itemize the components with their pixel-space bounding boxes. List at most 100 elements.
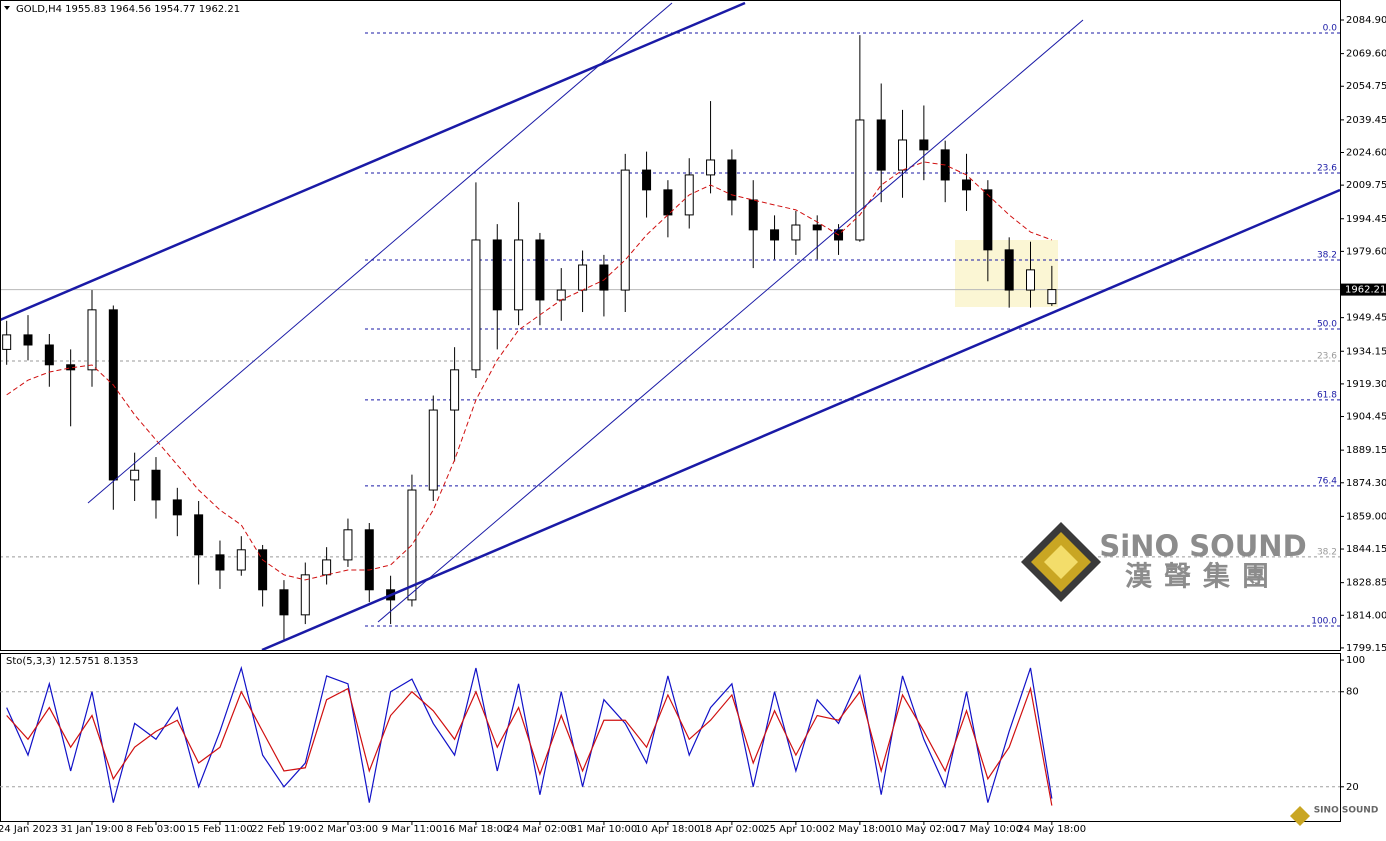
y-tick-label: 20 bbox=[1346, 782, 1359, 793]
candle-body bbox=[151, 469, 161, 501]
x-tick-label: 24 May 18:00 bbox=[1018, 824, 1087, 835]
candle-body bbox=[450, 369, 460, 411]
y-tick-label: 2009.75 bbox=[1346, 180, 1386, 191]
y-tick-label: 1994.45 bbox=[1346, 214, 1386, 225]
y-tick-label: 1814.00 bbox=[1346, 610, 1386, 621]
candle-body bbox=[578, 264, 588, 291]
y-tick-label: 1934.15 bbox=[1346, 346, 1386, 357]
fib-label: 76.4 bbox=[1317, 476, 1337, 486]
y-tick-label: 2039.45 bbox=[1346, 115, 1386, 126]
footer-logo: SINO SOUND bbox=[1314, 806, 1379, 816]
main-frame bbox=[0, 0, 1341, 651]
candle-body bbox=[812, 224, 822, 231]
x-tick-label: 16 Mar 18:00 bbox=[443, 824, 510, 835]
y-tick-label: 1979.60 bbox=[1346, 246, 1386, 257]
x-tick-label: 15 Feb 11:00 bbox=[187, 824, 253, 835]
candle-body bbox=[194, 514, 204, 556]
fib-label: 38.2 bbox=[1317, 547, 1337, 557]
candle-body bbox=[130, 469, 140, 481]
candle-body bbox=[919, 139, 929, 151]
fib-label: 100.0 bbox=[1311, 617, 1337, 627]
candle-body bbox=[983, 189, 993, 251]
logo-inner bbox=[1044, 545, 1078, 579]
channel-line bbox=[377, 19, 1084, 623]
fib-label: 23.6 bbox=[1317, 163, 1337, 173]
y-tick-label: 80 bbox=[1346, 687, 1359, 698]
candle-body bbox=[748, 199, 758, 231]
candle-body bbox=[898, 139, 908, 171]
x-tick-label: 2 May 18:00 bbox=[829, 824, 891, 835]
footer-logo-mark bbox=[1290, 806, 1310, 826]
fib-label: 61.8 bbox=[1317, 390, 1337, 400]
candle-body bbox=[876, 119, 886, 171]
x-tick-label: 24 Jan 2023 bbox=[0, 824, 58, 835]
x-tick-label: 8 Feb 03:00 bbox=[126, 824, 185, 835]
y-tick-label: 1919.30 bbox=[1346, 379, 1386, 390]
candle-body bbox=[364, 529, 374, 591]
candle-body bbox=[2, 334, 12, 350]
current-price-label: 1962.21 bbox=[1345, 285, 1386, 296]
x-tick-label: 2 Mar 03:00 bbox=[318, 824, 378, 835]
candle-body bbox=[300, 574, 310, 616]
candle-body bbox=[535, 239, 545, 301]
fib-label: 23.6 bbox=[1317, 352, 1337, 362]
x-tick-label: 18 Apr 02:00 bbox=[699, 824, 764, 835]
x-tick-label: 24 Mar 02:00 bbox=[507, 824, 574, 835]
fib-label: 50.0 bbox=[1317, 319, 1337, 329]
y-tick-label: 1949.45 bbox=[1346, 313, 1386, 324]
candle-body bbox=[23, 334, 33, 346]
y-tick-label: 100 bbox=[1346, 655, 1365, 666]
candle-body bbox=[492, 239, 502, 311]
candle-body bbox=[855, 119, 865, 241]
y-tick-label: 1799.15 bbox=[1346, 643, 1386, 654]
candle-body bbox=[471, 239, 481, 371]
x-tick-label: 31 Jan 19:00 bbox=[60, 824, 123, 835]
y-tick-label: 2084.90 bbox=[1346, 15, 1386, 26]
candle-body bbox=[1026, 269, 1036, 291]
current-price-box bbox=[1341, 283, 1386, 296]
candle-body bbox=[962, 179, 972, 191]
candle-body bbox=[236, 549, 246, 571]
trend-line bbox=[0, 1, 746, 322]
y-tick-label: 2024.60 bbox=[1346, 148, 1386, 159]
y-tick-label: 1904.45 bbox=[1346, 412, 1386, 423]
candle-body bbox=[322, 559, 332, 576]
fib-label: 38.2 bbox=[1317, 250, 1337, 260]
y-tick-label: 2054.75 bbox=[1346, 81, 1386, 92]
channel-line bbox=[87, 2, 673, 504]
plot-area bbox=[0, 32, 1340, 640]
candle-body bbox=[791, 224, 801, 241]
y-tick-label: 1828.85 bbox=[1346, 578, 1386, 589]
trend-line bbox=[261, 188, 1341, 652]
fib-label: 0.0 bbox=[1323, 23, 1338, 33]
candle-body bbox=[407, 489, 417, 601]
candle-body bbox=[1047, 289, 1057, 305]
candle-body bbox=[514, 239, 524, 311]
candle-body bbox=[556, 289, 566, 301]
candle-body bbox=[343, 529, 353, 561]
menu-arrow[interactable] bbox=[4, 6, 10, 10]
candle-body bbox=[1004, 249, 1014, 291]
x-tick-label: 10 Apr 18:00 bbox=[635, 824, 700, 835]
candle-body bbox=[706, 159, 716, 176]
candle-body bbox=[428, 409, 438, 491]
y-tick-label: 1874.30 bbox=[1346, 478, 1386, 489]
x-tick-label: 31 Mar 10:00 bbox=[571, 824, 638, 835]
indicator-frame bbox=[0, 653, 1341, 822]
y-tick-label: 1844.15 bbox=[1346, 544, 1386, 555]
x-tick-label: 17 May 10:00 bbox=[954, 824, 1023, 835]
watermark: SiNO SOUND 漢聲集團 bbox=[1021, 522, 1307, 602]
indicator-header: Sto(5,3,3) 12.5751 8.1353 bbox=[6, 656, 138, 667]
candle-body bbox=[108, 309, 118, 481]
symbol-header: GOLD,H4 1955.83 1964.56 1954.77 1962.21 bbox=[16, 4, 240, 15]
candle-body bbox=[279, 589, 289, 616]
candle-body bbox=[663, 189, 673, 216]
watermark-brand-zh: 漢聲集團 bbox=[1125, 561, 1281, 593]
candle-body bbox=[599, 264, 609, 291]
moving-average bbox=[6, 161, 1053, 581]
candle-body bbox=[172, 499, 182, 516]
y-tick-label: 1859.00 bbox=[1346, 511, 1386, 522]
x-tick-label: 25 Apr 10:00 bbox=[763, 824, 828, 835]
